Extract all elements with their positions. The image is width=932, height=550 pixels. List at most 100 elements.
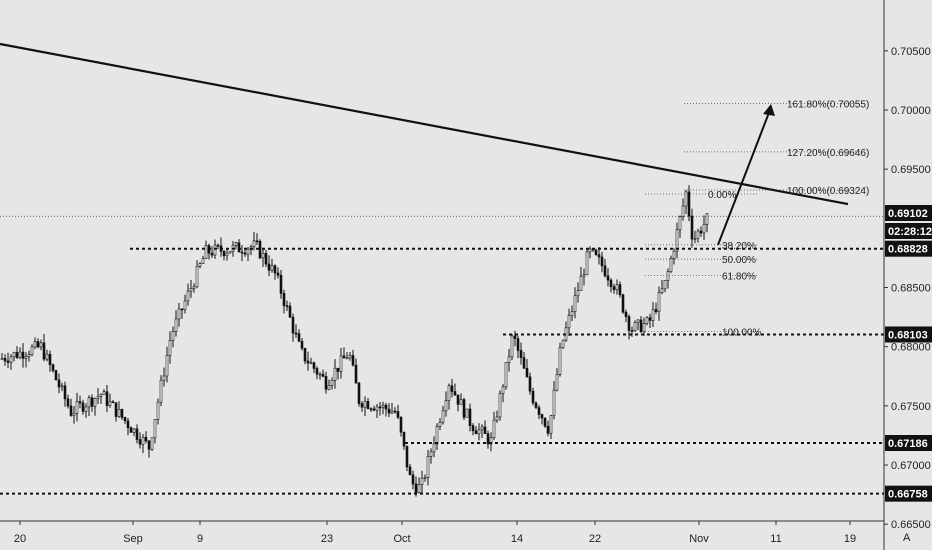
candle-body (120, 408, 124, 418)
candle-body (492, 419, 496, 438)
candle-body (402, 431, 406, 447)
candle-body (285, 305, 289, 307)
y-tick-label: 0.69500 (891, 164, 931, 176)
candle-body (498, 393, 502, 418)
candle-body (528, 376, 532, 392)
candle-body (135, 428, 139, 440)
candle-body (387, 408, 391, 414)
candle-body (279, 274, 283, 294)
candle-body (450, 385, 454, 392)
candle-body (129, 427, 133, 433)
countdown-tag (885, 223, 932, 239)
candle-body (363, 401, 367, 408)
candle-body (435, 426, 439, 445)
level-price-tag (885, 240, 932, 257)
candle-body (618, 284, 622, 296)
candle-body (474, 430, 478, 435)
candle-body (243, 252, 247, 255)
candle-body (507, 356, 511, 363)
candle-body (333, 367, 337, 381)
candle-body (522, 357, 526, 369)
candle-body (150, 437, 154, 450)
candle-body (318, 373, 322, 376)
candle-body (183, 300, 187, 310)
candle-body (132, 428, 136, 433)
candle-body (645, 317, 649, 324)
candle-body (705, 213, 709, 225)
candle-body (495, 416, 499, 421)
candle-body (162, 375, 166, 381)
candle-body (354, 364, 358, 384)
candle-body (369, 408, 373, 410)
x-tick-label: Oct (393, 533, 410, 545)
candle-body (426, 455, 430, 478)
candle-body (114, 402, 118, 417)
candle-body (261, 252, 265, 259)
candle-body (276, 272, 280, 276)
candle-body (291, 316, 295, 334)
candle-body (192, 286, 196, 289)
candle-body (342, 355, 346, 359)
candle-body (696, 230, 700, 239)
candle-body (651, 309, 655, 321)
candle-body (78, 401, 82, 404)
candle-body (603, 265, 607, 277)
candle-body (336, 367, 340, 372)
y-tick-label: 0.66500 (891, 519, 931, 531)
candle-body (45, 353, 49, 360)
candle-body (411, 474, 415, 485)
x-tick-label: 11 (770, 533, 781, 545)
auto-scale-button[interactable]: A (903, 532, 911, 544)
candle-body (537, 407, 541, 415)
candle-body (549, 415, 553, 434)
candle-body (600, 256, 604, 267)
candle-body (147, 440, 151, 450)
candle-body (189, 288, 193, 292)
candle-body (258, 240, 262, 259)
candle-body (39, 342, 43, 348)
candle-body (693, 238, 697, 240)
candle-body (699, 230, 703, 234)
candle-body (165, 355, 169, 377)
y-tick-label: 0.68500 (891, 283, 931, 295)
candle-body (309, 362, 313, 365)
candle-body (156, 401, 160, 420)
countdown-label: 02:28:12 (888, 226, 932, 238)
y-tick-label: 0.68000 (891, 342, 931, 354)
candle-body (102, 391, 106, 395)
price-axis[interactable]: 0.70500 0.70000 0.69500 0.68500 0.68000 0.675… (884, 46, 931, 531)
fib-extension-label: 127.20%(0.69646) (787, 148, 869, 159)
candle-body (468, 408, 472, 426)
candle-body (429, 451, 433, 457)
candle-body (90, 397, 94, 407)
candle-body (27, 354, 31, 357)
candle-body (480, 426, 484, 431)
x-tick-label: 19 (844, 533, 856, 545)
candle-body (174, 318, 178, 332)
candle-body (15, 352, 19, 358)
candle-body (312, 362, 316, 369)
candle-body (567, 315, 571, 329)
candle-body (669, 258, 673, 272)
candle-body (483, 426, 487, 434)
candle-body (687, 191, 691, 217)
candle-body (63, 385, 67, 400)
candle-body (180, 308, 184, 311)
fib-retracement-label: 38.20% (722, 241, 756, 252)
candle-body (477, 429, 481, 435)
price-tags: 0.68828 0.68103 0.67186 0.66758 (885, 240, 932, 502)
time-axis[interactable]: 20 Sep 9 23 Oct 14 22 Nov 11 19 (14, 521, 856, 545)
candle-body (246, 248, 250, 255)
candle-body (558, 347, 562, 375)
candle-body (672, 250, 676, 259)
candle-body (525, 368, 529, 378)
candle-body (459, 399, 463, 405)
candle-body (540, 414, 544, 419)
fib-retracement-label: 50.00% (722, 255, 756, 266)
descending-trendline (0, 42, 849, 206)
candle-body (105, 391, 109, 406)
candle-body (99, 394, 103, 397)
candle-body (405, 445, 409, 468)
candle-body (438, 421, 442, 427)
